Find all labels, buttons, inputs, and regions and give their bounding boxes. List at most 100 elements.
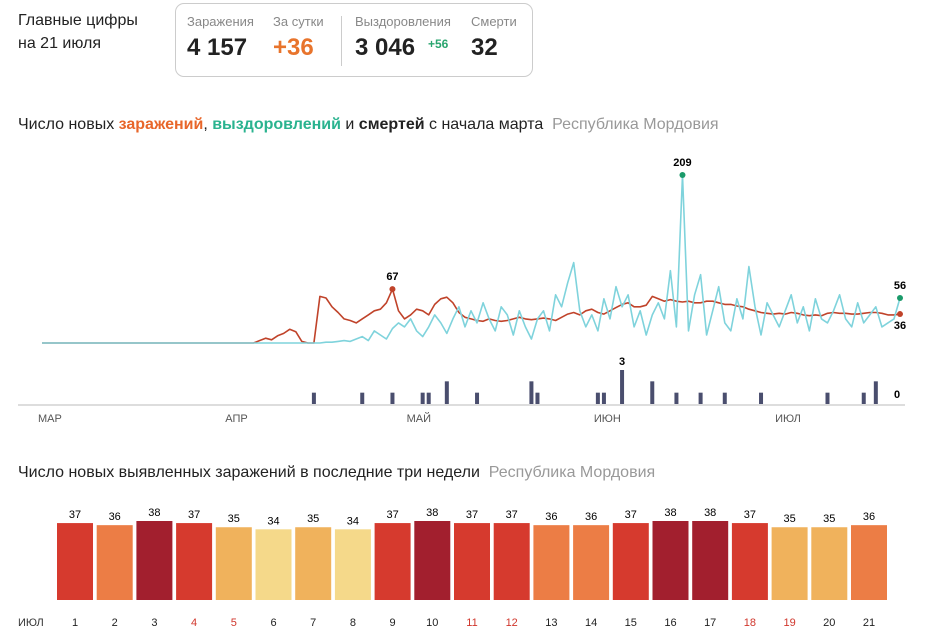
bar <box>692 521 729 600</box>
bar <box>334 529 371 600</box>
bar <box>851 525 887 600</box>
series-line <box>42 174 901 344</box>
bar <box>57 523 93 600</box>
bar <box>612 523 649 600</box>
title-part: с начала марта <box>424 116 544 133</box>
title-part: и <box>340 116 359 133</box>
data-label: 37 <box>188 509 200 521</box>
bar <box>176 523 213 600</box>
death-bar <box>825 392 830 404</box>
stat-label: Смерти <box>471 14 517 29</box>
divider <box>341 16 342 66</box>
data-label: 3 <box>619 356 625 368</box>
bar <box>96 525 133 600</box>
death-bar <box>529 381 534 404</box>
bar <box>731 523 768 600</box>
title-part: , <box>203 116 213 133</box>
data-label: 36 <box>894 320 906 332</box>
data-label: 37 <box>506 509 518 521</box>
region: Республика Мордовия <box>552 116 719 133</box>
point <box>897 294 903 301</box>
data-label: 36 <box>863 511 875 523</box>
point <box>679 172 686 178</box>
x-tick-label: 20 <box>823 617 835 629</box>
death-bar <box>535 392 540 404</box>
data-label: 35 <box>823 513 835 525</box>
stat-value: 4 157 <box>187 34 248 61</box>
stat-label: Выздоровления <box>355 14 451 29</box>
death-bar <box>420 392 425 404</box>
stat-value: 32 <box>471 34 498 61</box>
bar <box>374 523 411 600</box>
x-tick-label: 11 <box>466 617 477 629</box>
x-tick-label: 13 <box>545 617 557 629</box>
point <box>389 286 396 293</box>
x-tick-label: ИЮЛ <box>775 413 801 425</box>
bar <box>811 527 848 600</box>
title-part: Число новых <box>18 116 119 133</box>
title-text: Число новых выявленных заражений в после… <box>18 464 480 481</box>
region: Республика Мордовия <box>488 464 656 481</box>
data-label: 36 <box>545 511 557 523</box>
bar <box>652 521 689 600</box>
data-label: 37 <box>625 509 637 521</box>
data-label: 37 <box>69 509 81 521</box>
data-label: 34 <box>347 515 359 527</box>
x-tick-label: 2 <box>112 617 118 629</box>
bar <box>255 529 292 600</box>
title-part: смертей <box>358 116 425 133</box>
data-label: 67 <box>386 271 398 283</box>
header-title: Главные цифры <box>18 12 138 29</box>
data-label: 209 <box>673 157 691 169</box>
x-tick-label: 10 <box>426 617 438 629</box>
x-tick-label: 7 <box>310 617 316 629</box>
series-line <box>42 288 901 344</box>
x-tick-label: 18 <box>744 617 756 629</box>
data-label: 0 <box>894 389 900 401</box>
death-bar <box>426 392 431 404</box>
death-bar <box>595 392 600 404</box>
death-bar <box>620 370 625 404</box>
data-label: 37 <box>466 509 478 521</box>
point <box>897 311 903 318</box>
bar <box>295 527 332 600</box>
stat-label: За сутки <box>273 14 324 29</box>
x-tick-label: 9 <box>390 617 396 629</box>
death-bar <box>873 381 878 404</box>
x-tick-label: 17 <box>704 617 716 629</box>
bar <box>136 521 173 600</box>
death-bar <box>650 381 655 404</box>
data-label: 35 <box>228 513 240 525</box>
data-label: 38 <box>426 507 438 519</box>
death-bar <box>360 392 365 404</box>
data-label: 36 <box>585 511 597 523</box>
death-bar <box>722 392 727 404</box>
data-label: 38 <box>148 507 160 519</box>
data-label: 38 <box>704 507 716 519</box>
x-tick-label: ИЮН <box>594 413 621 425</box>
bar <box>493 523 530 600</box>
x-tick-label: 21 <box>863 617 875 629</box>
chart-title: Число новых выявленных заражений в после… <box>18 464 655 482</box>
x-tick-label: 5 <box>231 617 237 629</box>
death-bar <box>861 392 866 404</box>
header-date: на 21 июля <box>18 35 102 52</box>
death-bar <box>390 392 395 404</box>
death-bar <box>601 392 606 404</box>
bar <box>414 521 451 600</box>
chart-title: Число новых заражений, выздоровлений и с… <box>18 116 719 134</box>
death-bar <box>759 392 764 404</box>
x-tick-label: 8 <box>350 617 356 629</box>
x-tick-label: 4 <box>191 617 197 629</box>
death-bar <box>475 392 480 404</box>
x-tick-label: МАР <box>38 413 62 425</box>
data-label: 34 <box>267 515 279 527</box>
data-label: 35 <box>307 513 319 525</box>
bar <box>771 527 808 600</box>
death-bar <box>311 392 316 404</box>
x-tick-label: 15 <box>625 617 637 629</box>
bar <box>573 525 610 600</box>
title-part: заражений <box>118 116 204 133</box>
title-part: выздоровлений <box>212 116 341 133</box>
